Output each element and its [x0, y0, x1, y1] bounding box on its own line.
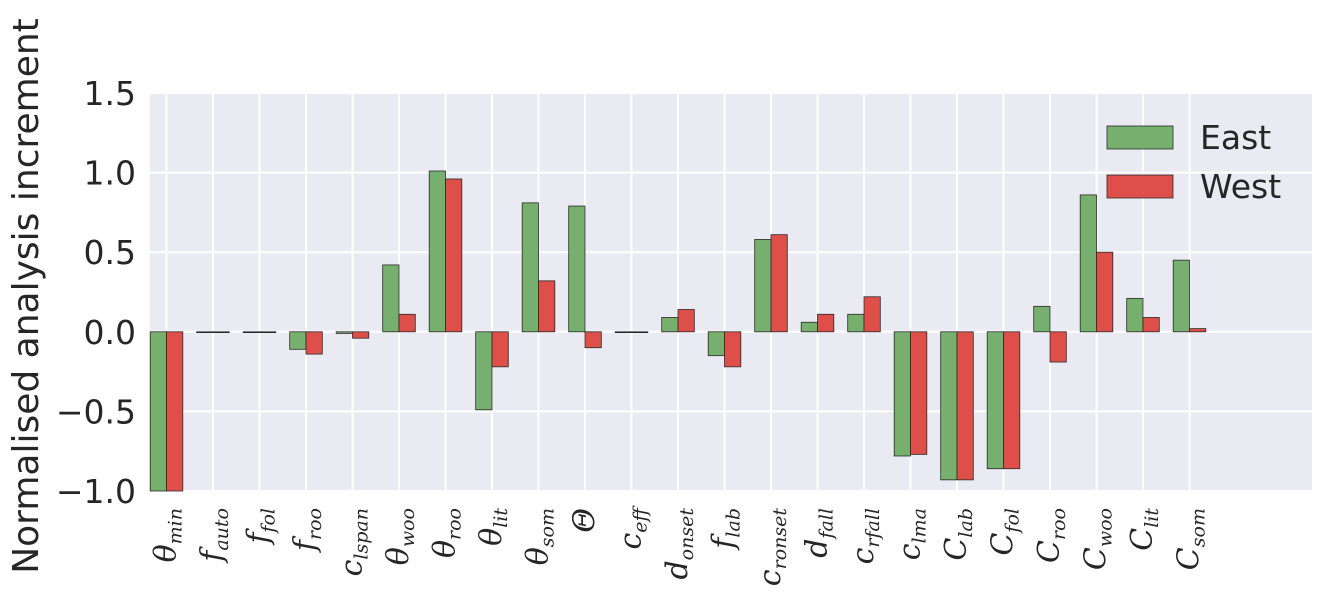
bars: [149, 170, 1207, 492]
x-tick-label: ffol: [242, 508, 280, 546]
bar-east: [754, 239, 772, 333]
x-tick-label: θmin: [149, 508, 187, 562]
bar-east: [568, 205, 586, 333]
legend-label-west: West: [1200, 167, 1281, 206]
x-tick-label: Cfol: [986, 508, 1024, 556]
bar-east: [847, 313, 865, 333]
x-tick-label: θsom: [521, 508, 559, 565]
bar-west: [166, 331, 184, 492]
bar-east: [614, 331, 632, 333]
x-tick-label: donset: [660, 508, 698, 580]
bar-east: [475, 331, 493, 411]
x-tick-label: fauto: [195, 508, 233, 564]
bar-east: [428, 170, 446, 333]
bar-east: [289, 331, 307, 350]
bar-west: [1189, 328, 1207, 333]
legend-label-east: East: [1200, 118, 1271, 157]
bar-west: [445, 178, 463, 333]
x-tick-label: ceff: [614, 504, 652, 549]
x-tick-label: dfall: [800, 508, 838, 558]
bar-west: [910, 331, 928, 455]
y-tick-label: −1.0: [56, 472, 136, 511]
bar-west: [677, 309, 695, 333]
y-axis-label: Normalised analysis increment: [6, 18, 47, 574]
bar-east: [521, 202, 539, 333]
y-tick-label: 1.5: [84, 74, 136, 113]
y-axis-ticks: −1.0 −0.5 0.0 0.5 1.0 1.5: [56, 74, 136, 511]
x-tick-label: θwoo: [381, 508, 419, 565]
bar-west: [398, 313, 416, 333]
bar-east: [242, 331, 260, 333]
bar-west: [956, 331, 974, 481]
bar-west: [584, 331, 602, 349]
y-tick-label: 0.0: [84, 313, 136, 352]
legend-swatch-east: [1106, 125, 1174, 150]
bar-west: [212, 331, 230, 333]
bar-east: [707, 331, 725, 357]
bar-west: [1049, 331, 1067, 363]
bar-west: [1003, 331, 1021, 470]
bar-west: [863, 296, 881, 333]
bar-east: [893, 331, 911, 457]
x-tick-label: Clab: [939, 508, 977, 561]
bar-east: [986, 331, 1004, 470]
bar-east: [1126, 297, 1144, 333]
legend-swatch-west: [1106, 174, 1174, 199]
bar-west: [538, 280, 556, 333]
bar-east: [382, 264, 400, 333]
bar-east: [800, 321, 818, 333]
bar-east: [1079, 194, 1097, 333]
x-tick-label: Clit: [1125, 508, 1163, 551]
x-tick-label: Croo: [1032, 508, 1070, 563]
x-tick-label: cronset: [753, 508, 791, 587]
y-tick-label: −0.5: [56, 392, 136, 431]
x-tick-label: froo: [288, 508, 326, 553]
bar-west: [724, 331, 742, 368]
x-tick-label: crfall: [846, 508, 884, 564]
x-tick-label: θlit: [474, 508, 512, 546]
bar-west: [1142, 317, 1160, 333]
bar-east: [196, 331, 214, 333]
x-tick-label: Θ: [567, 508, 602, 533]
bar-east: [661, 317, 679, 333]
bar-east: [1033, 305, 1051, 333]
bar-west: [259, 331, 277, 333]
bar-west: [631, 331, 649, 333]
x-tick-label: Cwoo: [1079, 508, 1117, 570]
plot-area: [150, 93, 1312, 491]
bar-west: [1096, 251, 1114, 333]
y-tick-label: 1.0: [84, 154, 136, 193]
bar-west: [770, 234, 788, 333]
bar-west: [491, 331, 509, 368]
y-tick-label: 0.5: [84, 233, 136, 272]
bar-east: [940, 331, 958, 481]
bar-east: [1172, 259, 1190, 333]
bar-east: [149, 331, 167, 492]
x-tick-label: Csom: [1172, 508, 1210, 570]
bar-west: [352, 331, 370, 339]
bar-west: [305, 331, 323, 355]
x-tick-label: clspan: [335, 508, 373, 576]
x-tick-label: flab: [707, 508, 745, 551]
x-tick-label: clma: [893, 508, 931, 560]
bar-west: [817, 313, 835, 333]
bar-east: [335, 331, 353, 334]
legend: East West: [1106, 118, 1281, 206]
x-tick-label: θroo: [428, 508, 466, 558]
